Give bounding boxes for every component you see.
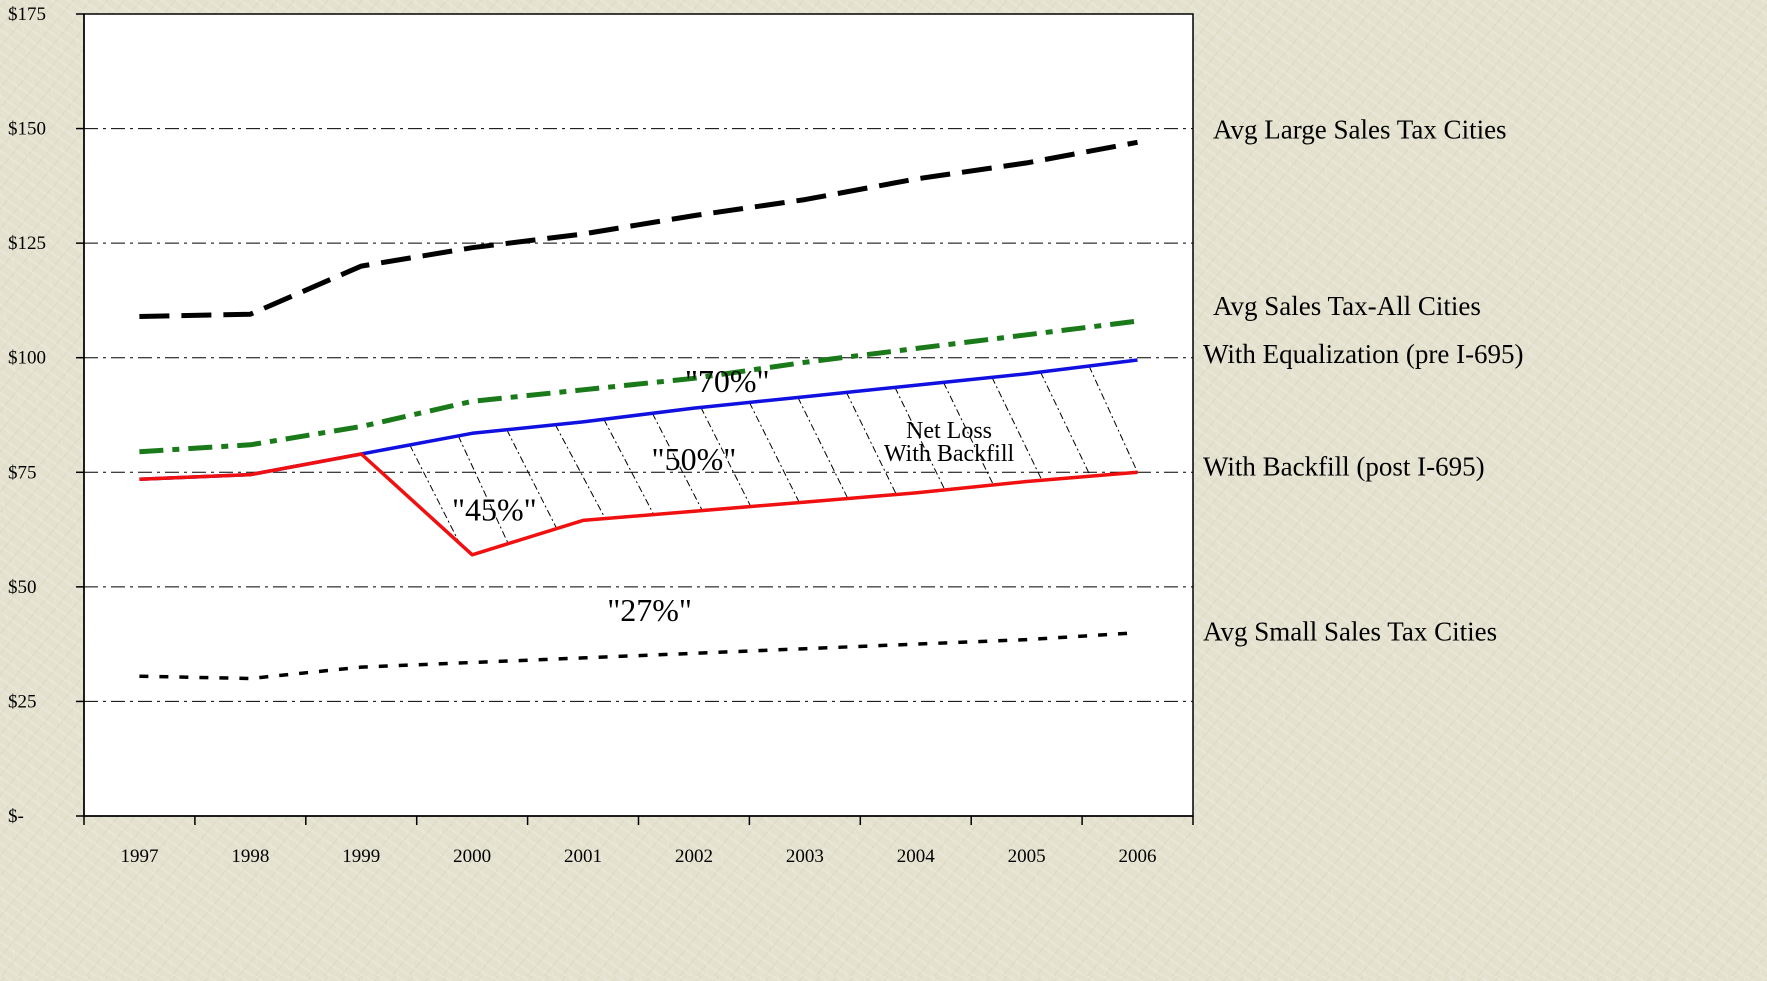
hatch-line [894,387,946,491]
x-tick-label: 2003 [786,846,824,867]
hatch-line [1088,365,1139,473]
hatch-line [991,377,1043,481]
hatch-line [943,382,994,486]
x-tick-label: 1999 [342,846,380,867]
hatch-line [506,429,558,529]
annotation-50: "50%" [652,441,737,477]
hatch-line [748,402,800,503]
annotation-70: "70%" [685,363,770,399]
hatch-line [409,444,461,544]
hatch-line [845,392,897,495]
x-tick-label: 2001 [564,846,602,867]
hatch-line [700,407,752,507]
series-lines [139,139,1138,681]
x-tick-label: 1998 [231,846,269,867]
y-tick-label: $175 [8,4,46,25]
x-tick-labels: 1997 1998 1999 2000 2001 2002 2003 2004 2005 2006 [83,816,1194,867]
y-tick-label: $100 [8,348,46,369]
hatch-line [457,435,509,544]
gridlines [84,128,1193,702]
y-tick-label: $- [8,806,24,827]
annotation-net-loss: Net Loss [906,418,992,444]
x-tick-label: 2004 [897,846,936,867]
x-tick-label: 2002 [675,846,713,867]
series-labels: Avg Large Sales Tax Cities Avg Sales Tax-… [1203,115,1524,647]
y-tick-label: $150 [8,119,46,140]
series-label-with-equalization-pre-i-695: With Equalization (pre I-695) [1203,339,1524,369]
series-line-avg-large-sales-tax-cities [139,139,1138,319]
hatch-line [554,424,606,519]
annotation-27: "27%" [607,592,692,628]
hatch-line [603,419,655,515]
x-tick-label: 1997 [120,846,158,867]
x-tick-label: 2000 [453,846,491,867]
y-tick-label: $75 [8,462,37,483]
series-label-avg-small-sales-tax-cities: Avg Small Sales Tax Cities [1203,616,1497,646]
y-tick-label: $125 [8,233,46,254]
hatch-line [651,413,703,511]
series-label-avg-large-sales-tax-cities: Avg Large Sales Tax Cities [1213,115,1507,145]
series-line-with-backfill-post-i-695 [139,452,1138,557]
y-tick-label: $25 [8,691,37,712]
hatch-line [1040,371,1091,477]
series-line-avg-sales-tax-all-cities [139,318,1138,455]
hatch-line [797,397,849,499]
series-label-avg-sales-tax-all-cities: Avg Sales Tax-All Cities [1213,291,1481,321]
x-tick-label: 2006 [1119,846,1157,867]
annotation-45: "45%" [452,491,537,527]
annotation-with-backfill: With Backfill [884,441,1015,467]
series-label-with-backfill-post-i-695: With Backfill (post I-695) [1203,451,1485,481]
net-loss-hatching [409,365,1139,544]
y-tick-labels: $- $25 $50 $75 $100 $125 $150 $175 [8,4,84,827]
y-tick-label: $50 [8,577,37,598]
x-tick-label: 2005 [1008,846,1046,867]
series-line-avg-small-sales-tax-cities [139,630,1138,681]
